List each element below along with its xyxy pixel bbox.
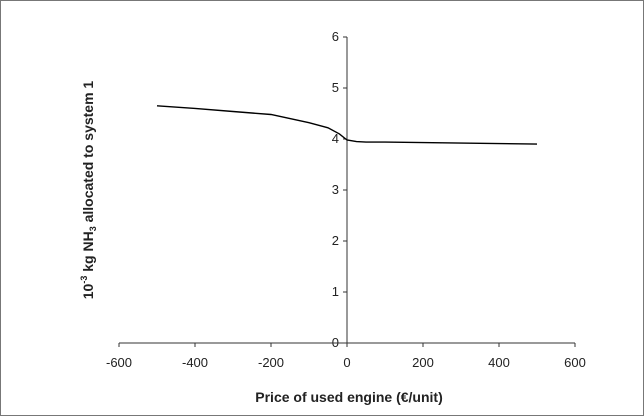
y-tick-label: 4 — [332, 131, 339, 146]
y-tick-label: 1 — [332, 284, 339, 299]
y-axis-title-mid: kg NH — [80, 231, 96, 275]
series-line — [156, 105, 538, 145]
y-axis-title-exponent: -3 — [79, 276, 89, 284]
y-axis-title-end: allocated to system 1 — [80, 81, 96, 227]
x-tick-label: 200 — [412, 355, 434, 370]
y-axis-title-subscript: 3 — [88, 226, 98, 231]
x-tick-label: -200 — [258, 355, 284, 370]
x-tick-label: -600 — [106, 355, 132, 370]
x-tick-label: 600 — [564, 355, 586, 370]
x-tick-label: -400 — [182, 355, 208, 370]
y-tick-label: 3 — [332, 182, 339, 197]
y-tick-label: 6 — [332, 29, 339, 44]
y-tick-label: 2 — [332, 233, 339, 248]
x-axis-title: Price of used engine (€/unit) — [255, 389, 442, 405]
y-axis-title-base: 10 — [80, 283, 96, 299]
y-axis-title: 10-3 kg NH3 allocated to system 1 — [79, 81, 98, 300]
x-tick-label: 0 — [343, 355, 350, 370]
y-tick-label: 5 — [332, 80, 339, 95]
y-axis-ticks: 0123456 — [332, 29, 347, 350]
x-axis-ticks: -600 -400 -200 0 200 400 600 — [106, 343, 586, 370]
x-tick-label: 400 — [488, 355, 510, 370]
